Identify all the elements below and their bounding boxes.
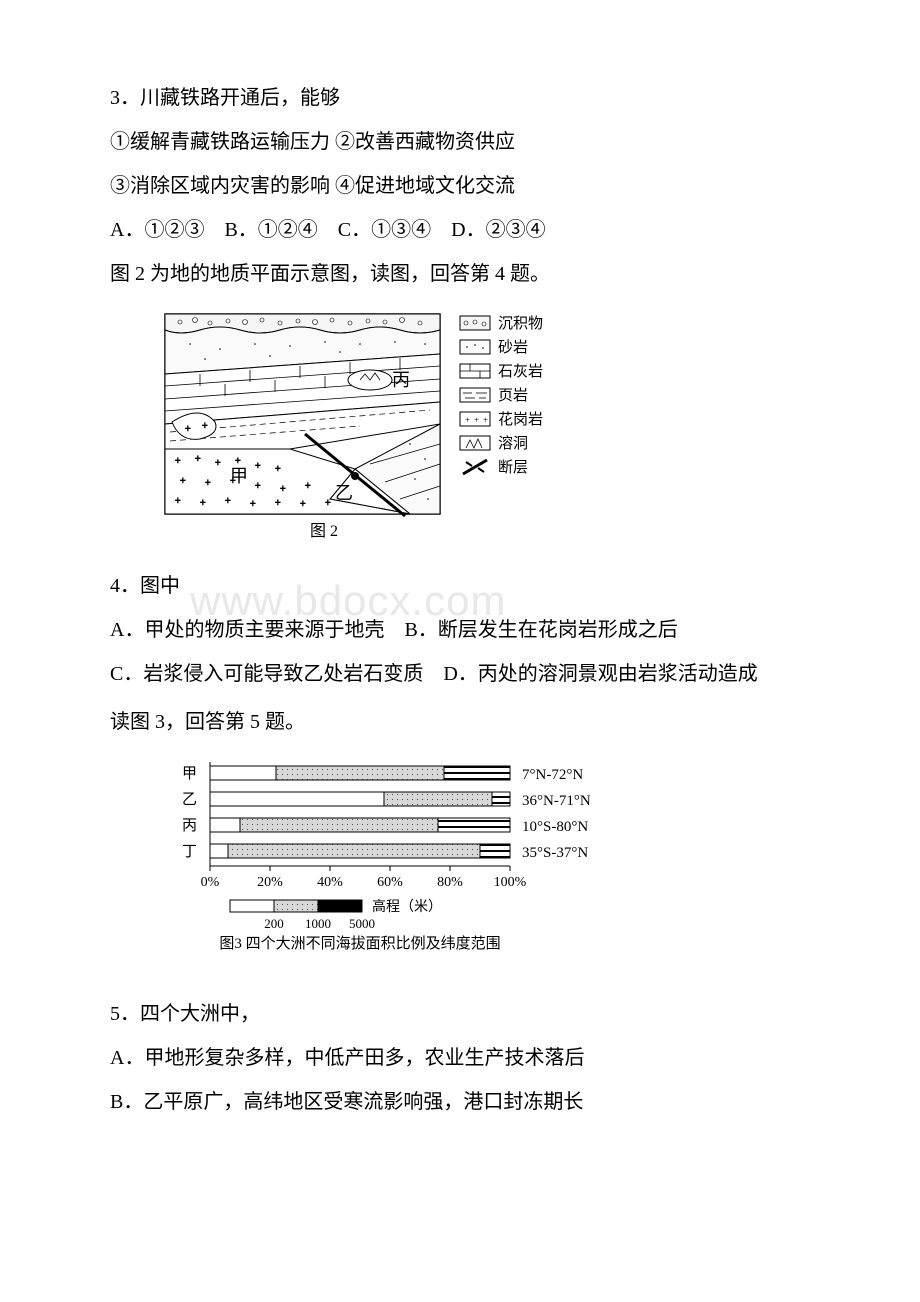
figure-2: 丙 + + + + + + + + + + + + + + + <box>70 304 850 556</box>
label-yi: 乙 <box>335 483 353 503</box>
svg-text:+: + <box>200 498 206 509</box>
svg-text:+: + <box>250 499 256 510</box>
svg-text:+: + <box>465 415 470 425</box>
svg-text:60%: 60% <box>377 875 403 890</box>
q3-stem: 3．川藏铁路开通后，能够 <box>70 80 850 116</box>
svg-text:1000: 1000 <box>305 916 331 931</box>
legend-granite: 花岗岩 <box>498 411 543 428</box>
fig3-intro: 读图 3，回答第 5 题。 <box>70 704 850 740</box>
q3-line2: ③消除区域内灾害的影响 ④促进地域文化交流 <box>70 168 850 204</box>
legend-fault: 断层 <box>498 459 528 476</box>
q4-line-ab: A．甲处的物质主要来源于地壳 B．断层发生在花岗岩形成之后 <box>70 612 850 648</box>
svg-text:36°N-71°N: 36°N-71°N <box>522 793 591 809</box>
svg-text:100%: 100% <box>494 875 527 890</box>
svg-text:40%: 40% <box>317 875 343 890</box>
svg-text:+: + <box>175 496 181 507</box>
svg-text:0%: 0% <box>201 875 220 890</box>
svg-text:+: + <box>180 476 186 487</box>
svg-text:高程（米）: 高程（米） <box>372 898 442 915</box>
svg-text:+: + <box>215 458 221 469</box>
svg-text:图3 四个大洲不同海拔面积比例及纬度范围: 图3 四个大洲不同海拔面积比例及纬度范围 <box>219 935 500 952</box>
q5-optB: B．乙平原广，高纬地区受寒流影响强，港口封冻期长 <box>70 1084 850 1120</box>
svg-text:甲: 甲 <box>182 766 197 782</box>
svg-text:+: + <box>474 415 479 425</box>
svg-text:乙: 乙 <box>182 792 197 808</box>
legend-shale: 页岩 <box>498 387 528 404</box>
fig2-intro: 图 2 为地的地质平面示意图，读图，回答第 4 题。 <box>70 256 850 292</box>
svg-text:+: + <box>185 424 191 435</box>
q5-optA: A．甲地形复杂多样，中低产田多，农业生产技术落后 <box>70 1040 850 1076</box>
svg-text:丙: 丙 <box>182 818 197 834</box>
svg-text:+: + <box>305 481 311 492</box>
figure-3: 甲 7°N-72°N 乙 36°N-71°N 丙 10°S-80°N 丁 35°S-37°N 0… <box>70 752 850 984</box>
legend-cave: 溶洞 <box>498 435 528 452</box>
svg-text:35°S-37°N: 35°S-37°N <box>522 845 588 861</box>
label-bing: 丙 <box>392 370 410 390</box>
svg-text:200: 200 <box>264 916 284 931</box>
fig2-caption: 图 2 <box>310 523 338 540</box>
svg-text:+: + <box>225 496 231 507</box>
svg-text:+: + <box>275 464 281 475</box>
label-jia: 甲 <box>230 466 248 486</box>
svg-text:+: + <box>280 484 286 495</box>
svg-text:+: + <box>255 481 261 492</box>
svg-text:+: + <box>175 456 181 467</box>
svg-text:+: + <box>325 498 331 509</box>
svg-text:20%: 20% <box>257 875 283 890</box>
svg-text:+: + <box>195 454 201 465</box>
svg-text:10°S-80°N: 10°S-80°N <box>522 819 588 835</box>
svg-text:+: + <box>275 498 281 509</box>
svg-text:7°N-72°N: 7°N-72°N <box>522 767 583 783</box>
q3-line1: ①缓解青藏铁路运输压力 ②改善西藏物资供应 <box>70 124 850 160</box>
svg-text:80%: 80% <box>437 875 463 890</box>
svg-text:+: + <box>483 415 488 425</box>
q5-stem: 5．四个大洲中， <box>70 996 850 1032</box>
legend-limestone: 石灰岩 <box>498 363 543 380</box>
q3-options: A．①②③ B．①②④ C．①③④ D．②③④ <box>70 212 850 248</box>
q4-line-cd: C．岩浆侵入可能导致乙处岩石变质 D．丙处的溶洞景观由岩浆活动造成 <box>70 656 850 692</box>
svg-text:+: + <box>205 478 211 489</box>
q4-stem: 4．图中 <box>70 568 850 604</box>
svg-text:丁: 丁 <box>182 844 197 860</box>
legend-sandstone: 砂岩 <box>498 339 528 356</box>
svg-text:+: + <box>202 421 208 432</box>
svg-text:+: + <box>300 499 306 510</box>
svg-text:+: + <box>255 461 261 472</box>
svg-text:5000: 5000 <box>349 916 375 931</box>
legend-sediment: 沉积物 <box>498 315 543 332</box>
